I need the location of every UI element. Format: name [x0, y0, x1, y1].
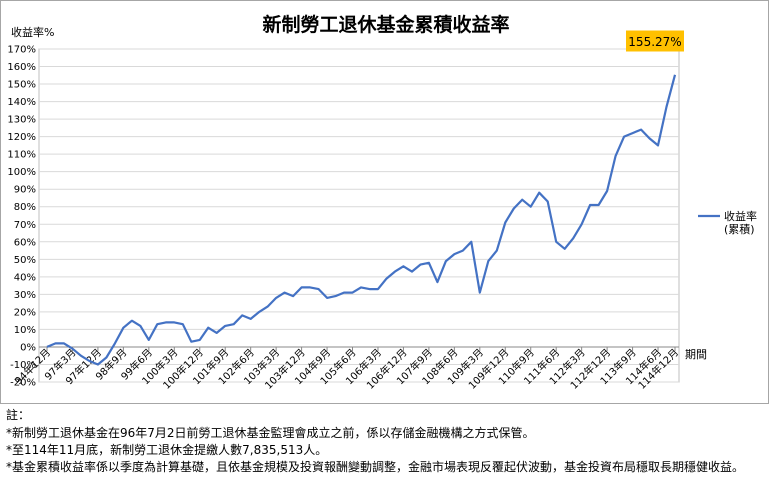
- annotation: 155.27%: [626, 30, 684, 52]
- y-tick-label: 150%: [7, 80, 36, 91]
- notes: 註： *新制勞工退休基金在96年7月2日前勞工退休基金監理會成立之前，係以存儲金…: [6, 407, 768, 476]
- y-tick-label: -10%: [10, 360, 36, 371]
- chart-title: 新制勞工退休基金累積收益率: [262, 13, 509, 36]
- y-tick-label: -20%: [10, 378, 36, 389]
- series-group: [46, 74, 677, 366]
- y-tick-label: 30%: [14, 290, 36, 301]
- chart: 新制勞工退休基金累積收益率 收益率% 期間 -20% -10% 0% 10% 20% 30…: [7, 13, 757, 392]
- y-axis-label: 收益率%: [11, 25, 54, 39]
- x-tick-labels: 94年12月97年3月97年12月98年9月99年6月100年3月100年12月…: [12, 346, 681, 392]
- y-tick-label: 40%: [14, 272, 36, 283]
- series-line: [46, 74, 677, 366]
- y-tick-label: 70%: [14, 220, 36, 231]
- legend: 收益率(累積): [698, 209, 757, 236]
- y-tick-label: 140%: [7, 97, 36, 108]
- y-tick-label: 0%: [20, 342, 36, 353]
- legend-label: 收益率: [724, 209, 757, 223]
- legend-label: (累積): [724, 222, 755, 236]
- grid: [38, 48, 680, 383]
- y-tick-label: 160%: [7, 62, 36, 73]
- y-tick-label: 170%: [7, 45, 36, 56]
- plot-area: [38, 48, 680, 383]
- x-axis-label: 期間: [685, 348, 707, 361]
- y-tick-label: 120%: [7, 132, 36, 143]
- annotation-text: 155.27%: [628, 35, 681, 49]
- y-tick-label: 110%: [7, 150, 36, 161]
- y-tick-label: 60%: [14, 237, 36, 248]
- y-tick-labels: -20% -10% 0% 10% 20% 30% 40% 50% 60% 70% 80% 90% 100…: [7, 45, 36, 389]
- note-item: *基金累積收益率係以季度為計算基礎，且依基金規模及投資報酬變動調整，金融市場表現…: [6, 460, 745, 474]
- y-tick-label: 100%: [7, 167, 36, 178]
- y-tick-label: 130%: [7, 115, 36, 126]
- note-item: *新制勞工退休基金在96年7月2日前勞工退休基金監理會成立之前，係以存儲金融機構…: [6, 426, 535, 440]
- annotation-box: [626, 30, 684, 52]
- y-tick-label: 90%: [14, 185, 36, 196]
- y-tick-label: 50%: [14, 255, 36, 266]
- note-item: *至114年11月底，新制勞工退休金提繳人數7,835,513人。: [6, 443, 328, 457]
- y-tick-label: 10%: [14, 325, 36, 336]
- chart-container: 新制勞工退休基金累積收益率 收益率% 期間 -20% -10% 0% 10% 20% 30…: [0, 0, 769, 404]
- y-tick-label: 80%: [14, 202, 36, 213]
- y-tick-label: 20%: [14, 307, 36, 318]
- notes-title: 註：: [6, 408, 31, 422]
